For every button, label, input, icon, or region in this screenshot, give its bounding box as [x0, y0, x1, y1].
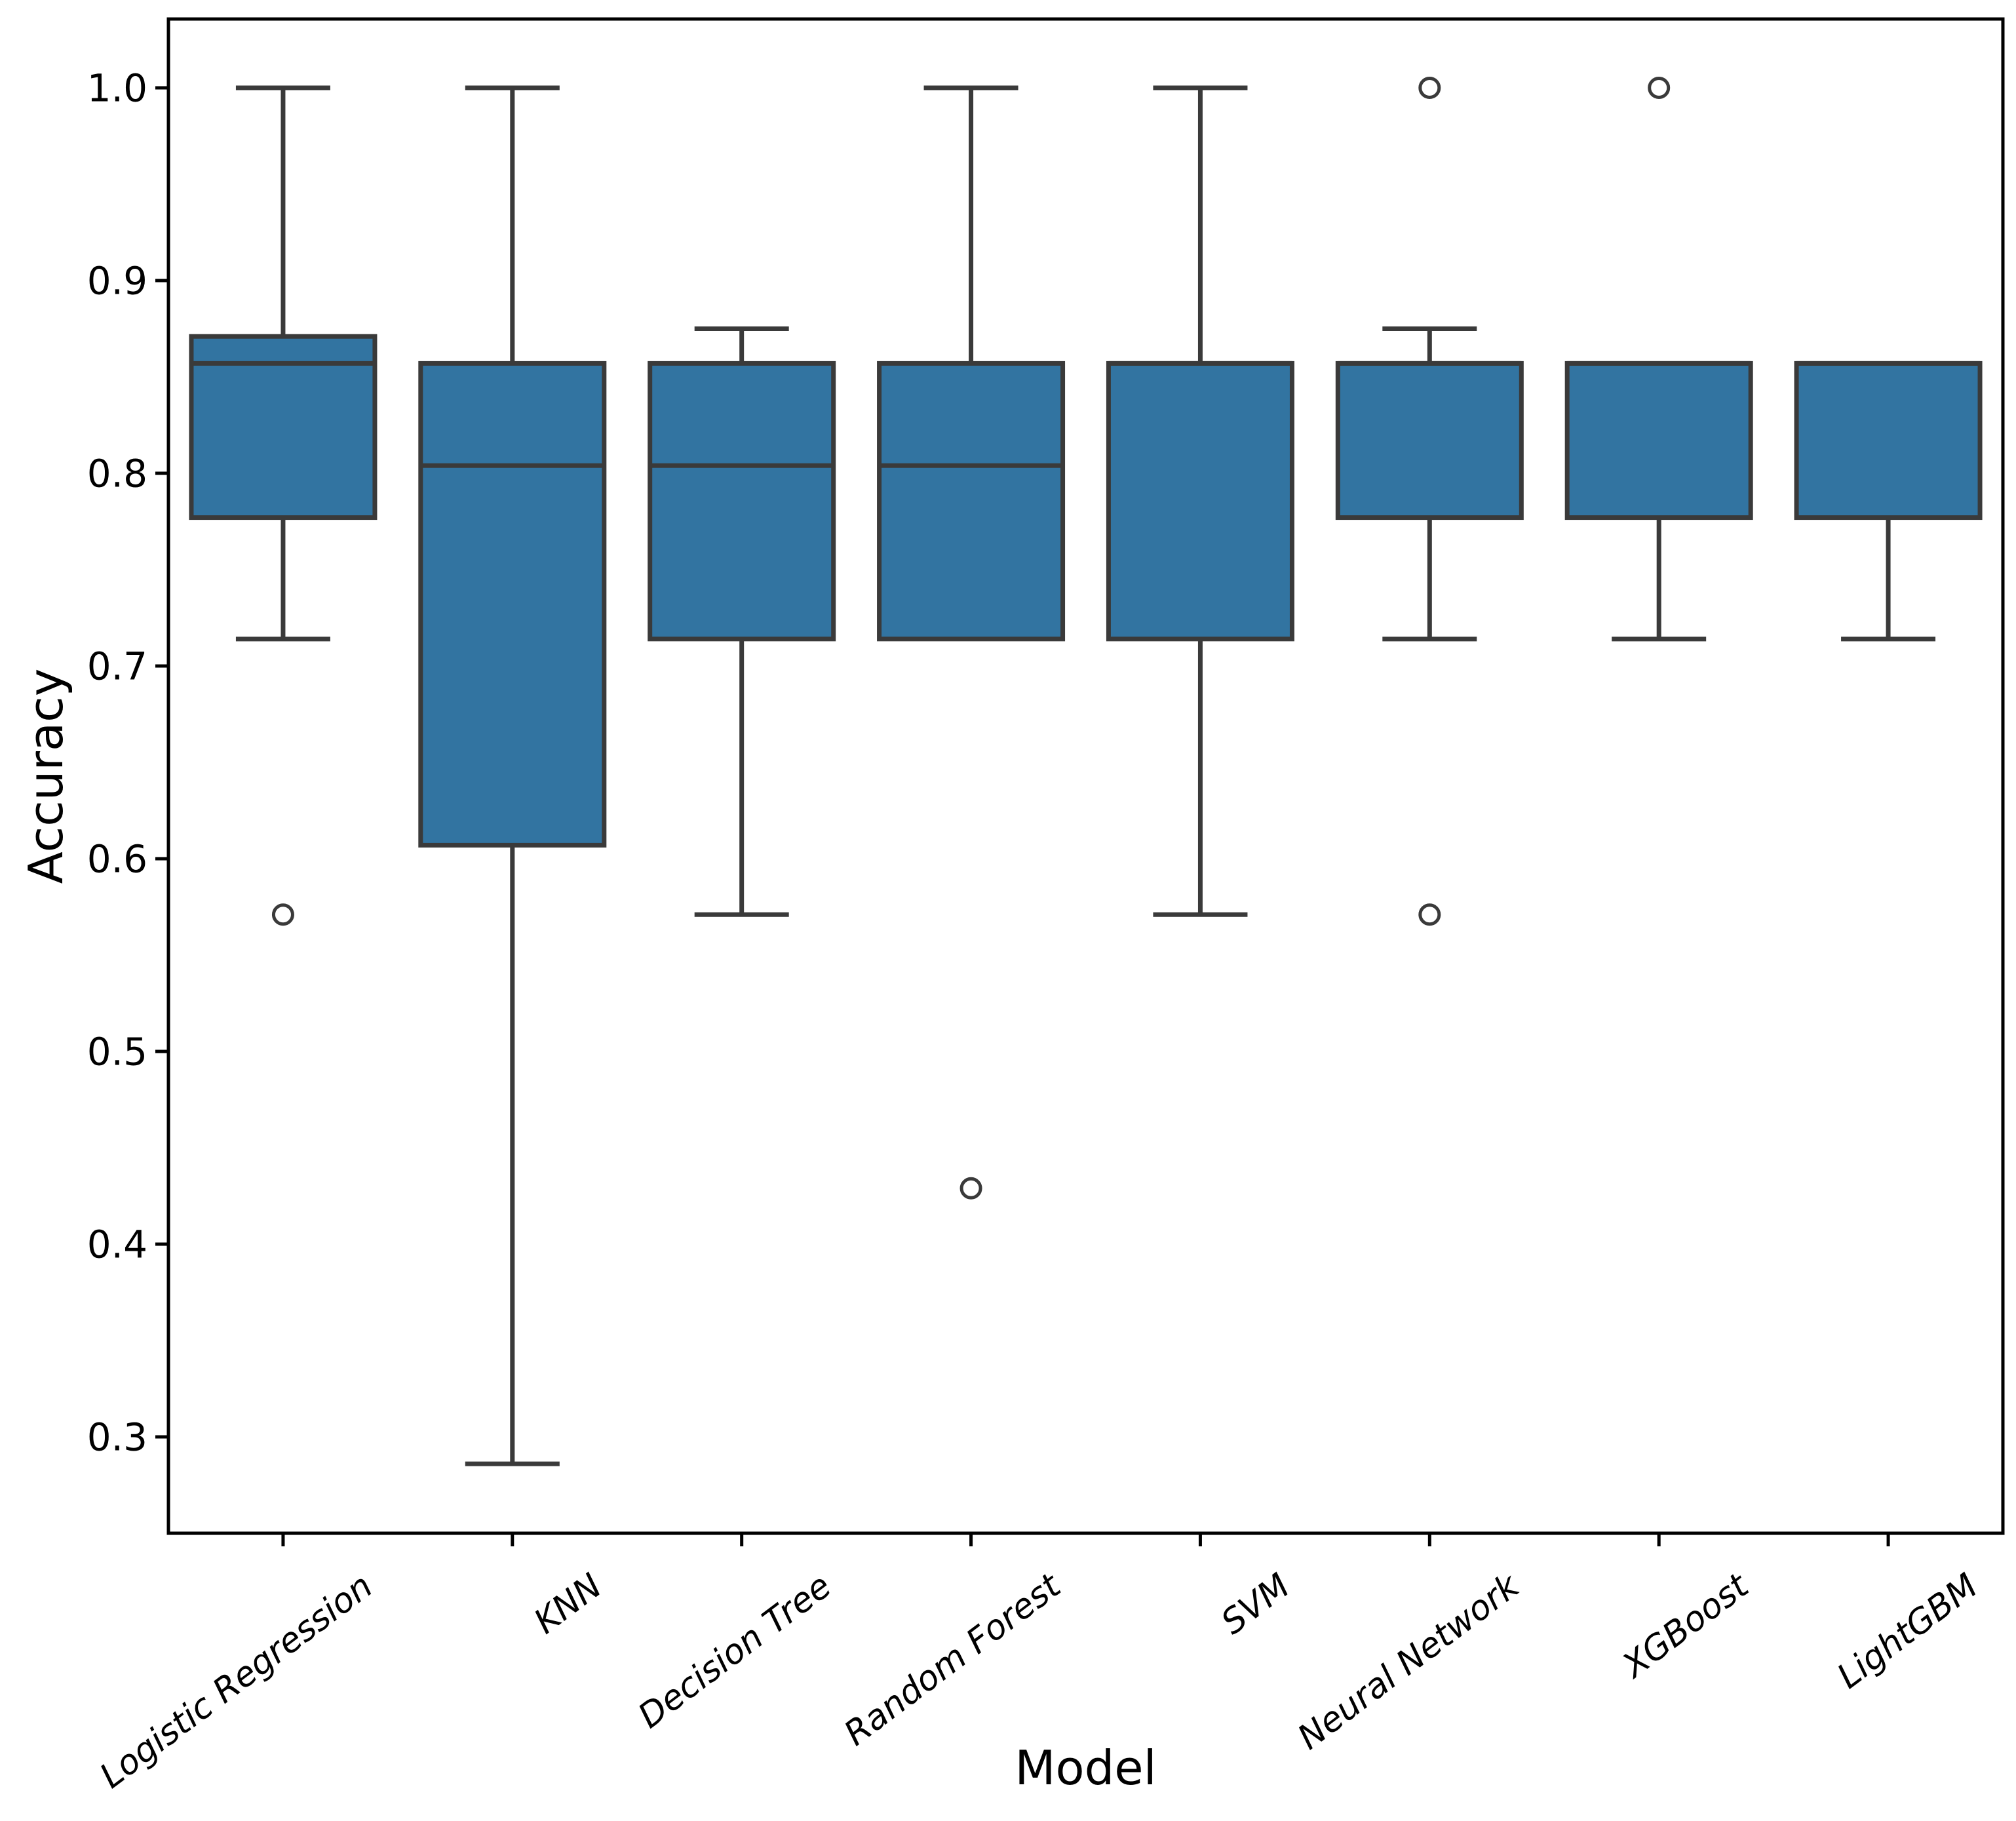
y-tick-label: 0.7	[87, 644, 147, 688]
iqr-box	[1106, 361, 1294, 642]
y-tick-label: 0.3	[87, 1415, 147, 1459]
iqr-box	[1564, 361, 1753, 520]
box-group	[1106, 85, 1294, 917]
box-group	[418, 85, 607, 1466]
y-tick-label: 1.0	[87, 66, 147, 110]
box-group	[1564, 76, 1753, 642]
outlier-marker	[1418, 76, 1441, 99]
outlier-marker	[1418, 903, 1441, 926]
box-group	[877, 85, 1066, 1200]
box-group	[1794, 361, 1983, 642]
iqr-box	[1335, 361, 1524, 520]
box-group	[648, 326, 836, 917]
iqr-box	[648, 361, 836, 642]
iqr-box	[189, 334, 378, 520]
box-group	[1335, 76, 1524, 926]
axes-frame	[166, 17, 2005, 1535]
y-tick-label: 0.8	[87, 451, 147, 496]
y-tick-label: 0.5	[87, 1029, 147, 1074]
y-tick-label: 0.9	[87, 258, 147, 303]
box-group	[189, 85, 378, 926]
outlier-marker	[1648, 76, 1671, 99]
outlier-marker	[960, 1177, 982, 1200]
iqr-box	[418, 361, 607, 848]
iqr-box	[1794, 361, 1983, 520]
y-axis-title: Accuracy	[18, 669, 73, 884]
x-axis-title: Model	[1015, 1740, 1156, 1795]
iqr-box	[877, 361, 1066, 642]
y-tick-label: 0.4	[87, 1222, 147, 1266]
y-tick-label: 0.6	[87, 836, 147, 881]
outlier-marker	[271, 903, 294, 926]
